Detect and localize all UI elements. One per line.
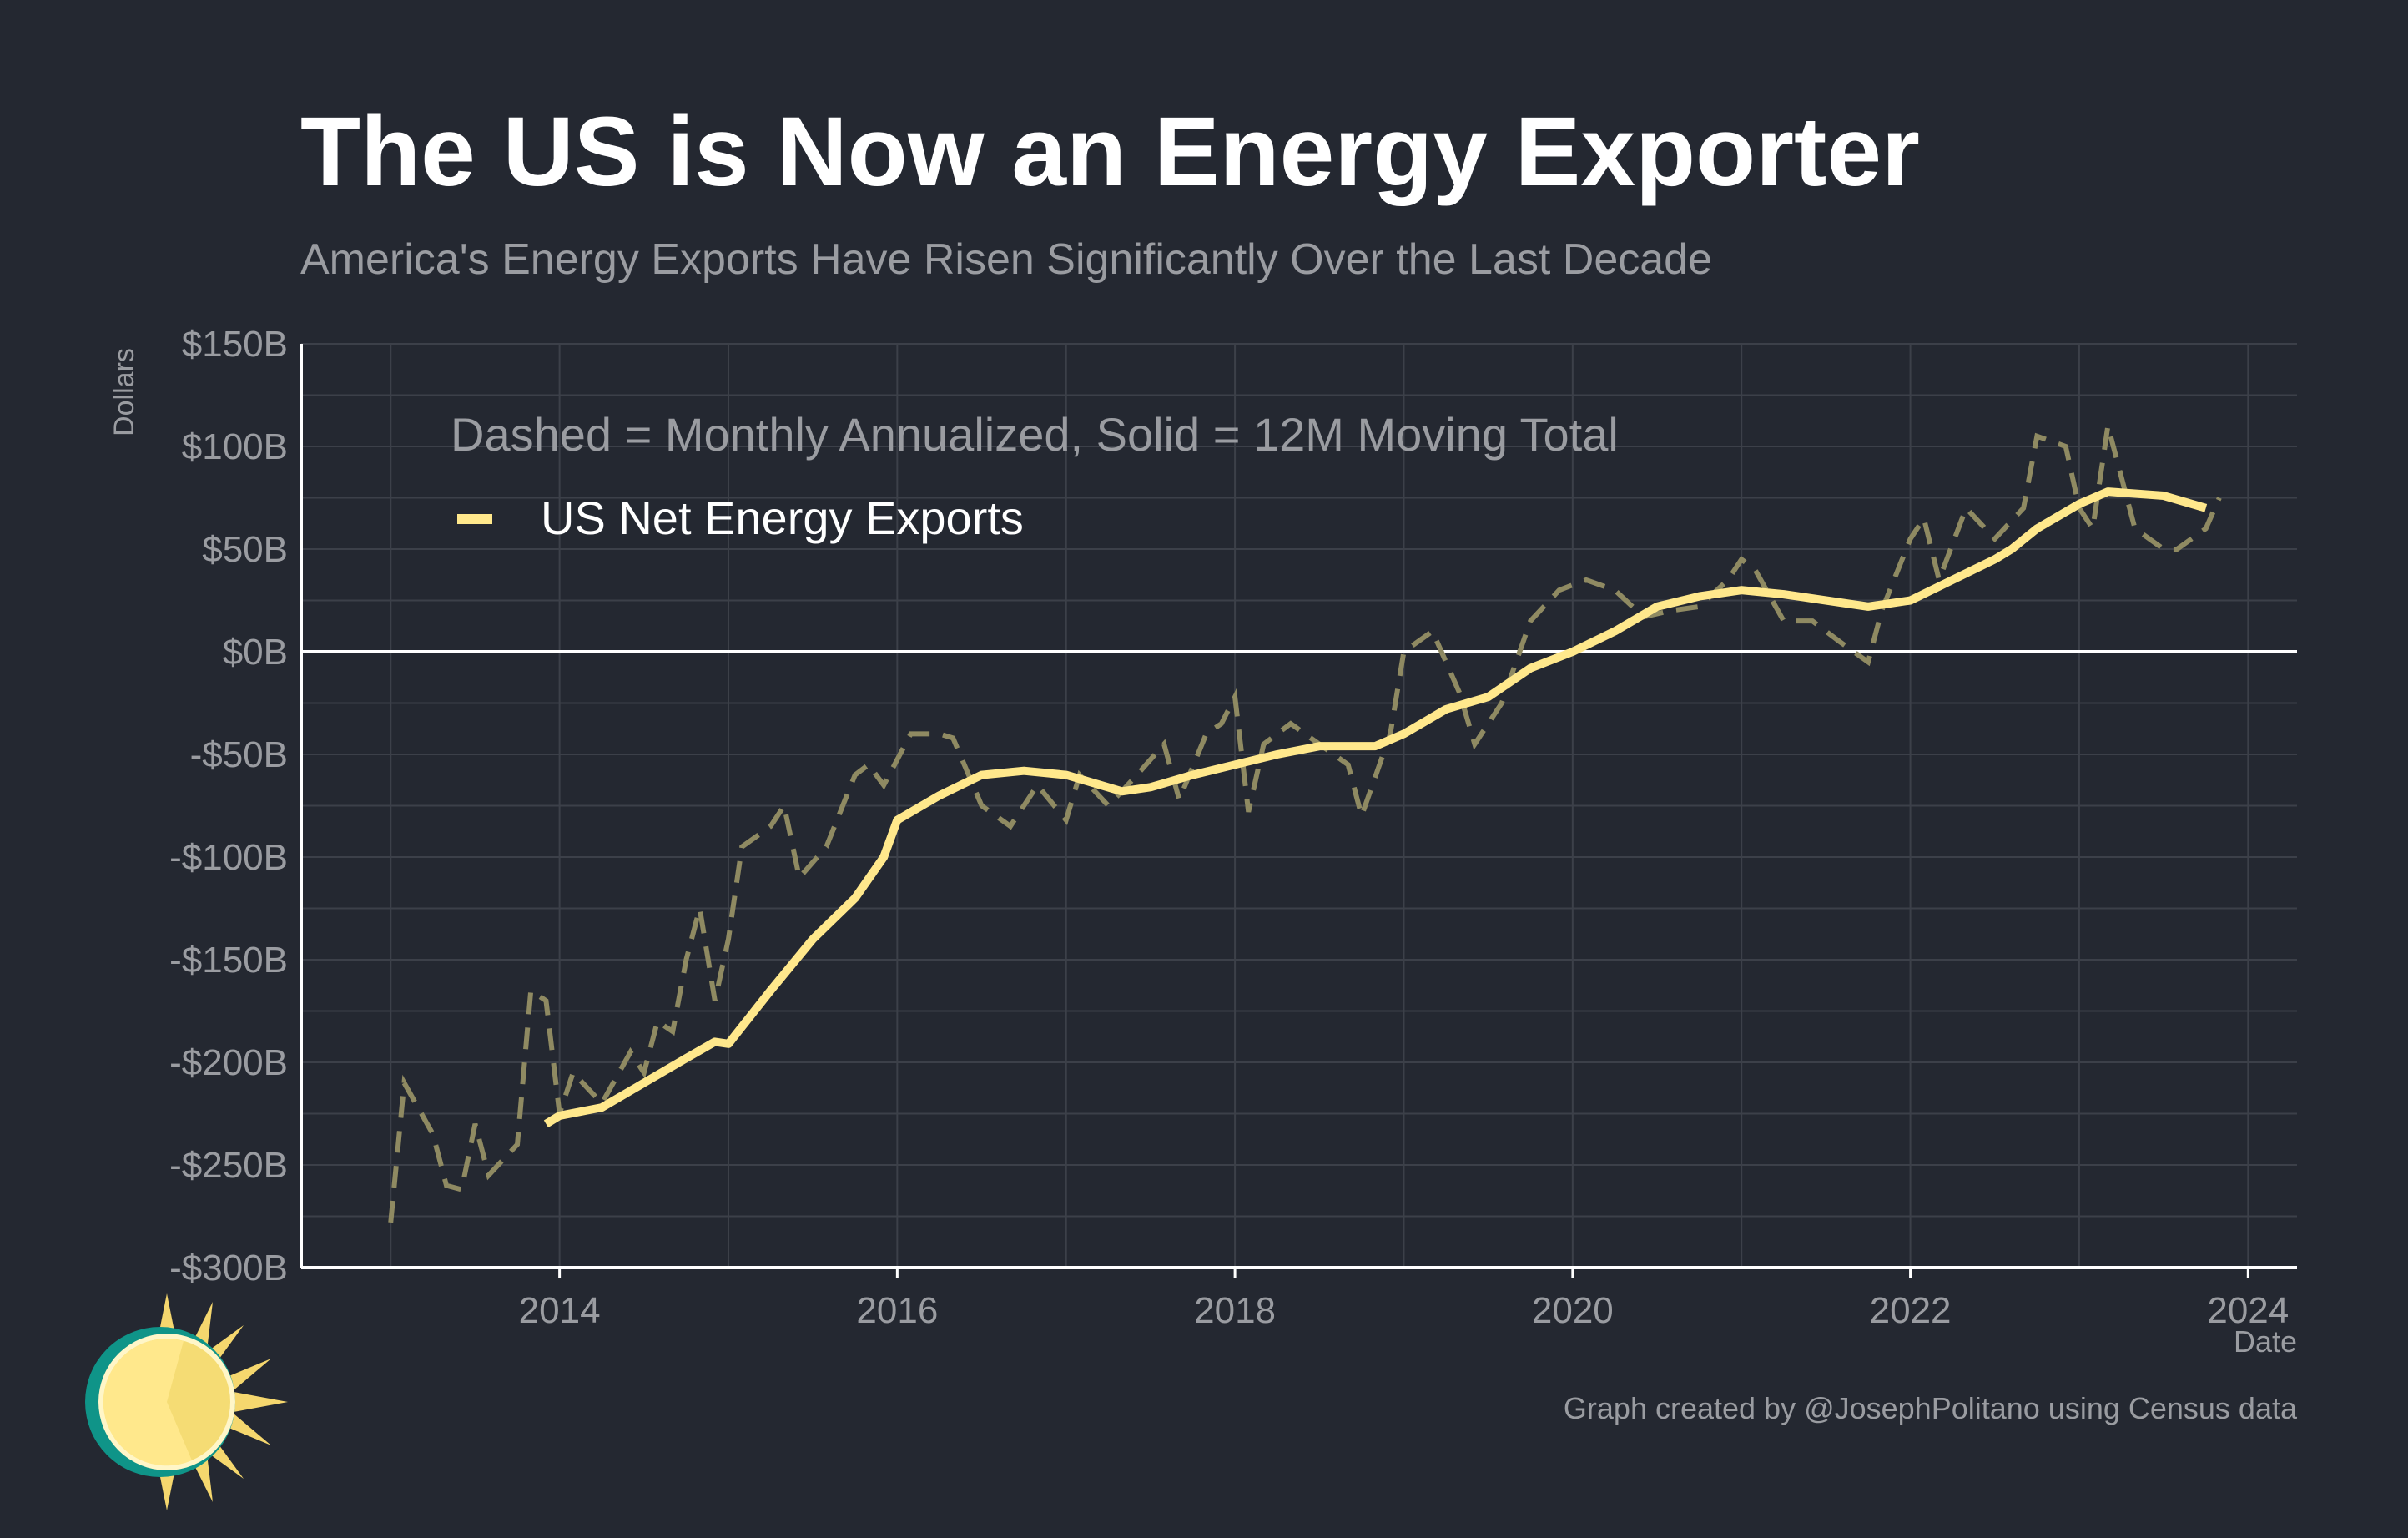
x-tick-labels: 2014 2016 2018 2020 2022 2024 xyxy=(519,1268,2289,1331)
x-tick-label: 2020 xyxy=(1532,1290,1614,1331)
x-tick-label: 2022 xyxy=(1870,1290,1952,1331)
credit-text: Graph created by @JosephPolitano using C… xyxy=(1564,1391,2298,1425)
y-tick-labels: $150B $100B $50B $0B -$50B -$100B -$150B -$200B… xyxy=(169,324,288,1288)
legend-label: US Net Energy Exports xyxy=(541,492,1024,544)
x-axis-label: Date xyxy=(2234,1324,2297,1359)
sun-logo xyxy=(85,1293,288,1510)
x-tick-label: 2014 xyxy=(519,1290,601,1331)
x-tick-label: 2024 xyxy=(2207,1290,2289,1331)
y-tick-label: -$250B xyxy=(169,1145,288,1186)
x-tick-label: 2016 xyxy=(856,1290,938,1331)
series-lines xyxy=(388,425,2222,1223)
dashed-series-line xyxy=(388,425,2222,1223)
chart-subtitle: America's Energy Exports Have Risen Sign… xyxy=(300,235,1712,284)
chart-annotation: Dashed = Monthly Annualized, Solid = 12M… xyxy=(451,408,1619,461)
x-tick-label: 2018 xyxy=(1194,1290,1276,1331)
y-tick-label: -$150B xyxy=(169,940,288,981)
chart-title: The US is Now an Energy Exporter xyxy=(300,97,1920,207)
y-tick-label: -$200B xyxy=(169,1042,288,1083)
y-axis-label: Dollars xyxy=(108,348,140,436)
solid-series-line xyxy=(543,487,2208,1128)
y-tick-label: -$300B xyxy=(169,1248,288,1288)
y-tick-label: -$100B xyxy=(169,837,288,878)
y-tick-label: $50B xyxy=(202,529,288,570)
y-tick-label: $100B xyxy=(182,426,288,467)
grid xyxy=(300,343,2297,1269)
y-tick-label: $0B xyxy=(223,632,288,673)
y-tick-label: -$50B xyxy=(190,734,288,775)
y-tick-label: $150B xyxy=(182,324,288,365)
